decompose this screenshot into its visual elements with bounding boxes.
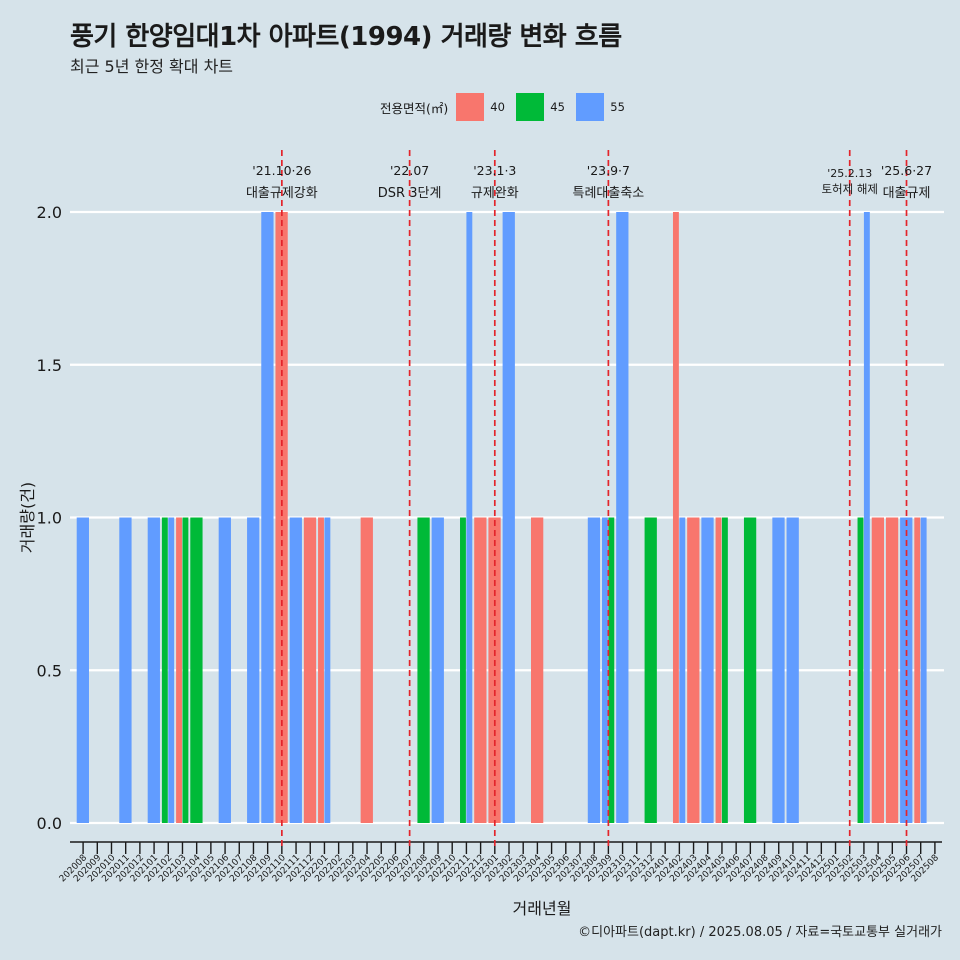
bar-202505-40 xyxy=(885,517,899,823)
bar-202409-55 xyxy=(772,517,785,823)
y-tick-label: 2.0 xyxy=(37,203,62,222)
bar-202102-45 xyxy=(161,517,168,823)
chart-subtitle: 최근 5년 한정 확대 차트 xyxy=(70,57,234,76)
x-axis-title: 거래년월 xyxy=(513,899,572,918)
bar-202011-55 xyxy=(119,517,132,823)
bar-202102-55 xyxy=(168,517,175,823)
bar-202208-45 xyxy=(417,517,430,823)
bar-202103-40 xyxy=(176,517,182,823)
event-date-label: '21.10·26 xyxy=(252,163,311,178)
event-name-label: DSR 3단계 xyxy=(378,186,442,201)
event-annotations: '21.10·26 대출규제강화 '22.07 DSR 3단계 '23.1·3 규제완화 '… xyxy=(246,150,932,848)
event-name-label: 대출규제 xyxy=(883,186,931,201)
y-tick-label: 0.0 xyxy=(37,814,62,833)
bar-202106-55 xyxy=(218,517,231,823)
chart-title: 풍기 한양임대1차 아파트(1994) 거래량 변화 흐름 xyxy=(70,22,622,52)
bar-202507-55 xyxy=(920,517,927,823)
bar-202403-40 xyxy=(687,517,700,823)
legend-swatch-40 xyxy=(456,93,485,121)
bar-202111-55 xyxy=(289,517,302,823)
y-tick-label: 1.0 xyxy=(37,509,62,528)
event-name-label: 규제완화 xyxy=(471,186,519,201)
event-date-label: '23.9·7 xyxy=(587,163,630,178)
legend-swatch-55 xyxy=(576,93,605,121)
bar-202103-45 xyxy=(182,517,189,823)
y-axis-title: 거래량(건) xyxy=(18,482,37,553)
source-caption: ©디아파트(dapt.kr) / 2025.08.05 / 자료=국토교통부 실… xyxy=(578,925,942,940)
bar-202402-55 xyxy=(679,517,686,823)
bar-202108-55 xyxy=(247,517,260,823)
event-name-label: 대출규제강화 xyxy=(246,186,318,201)
bar-202404-55 xyxy=(701,517,714,823)
bar-202204-40 xyxy=(360,517,373,823)
bars xyxy=(76,212,927,823)
bar-202310-55 xyxy=(616,212,629,823)
legend-item-45: 45 xyxy=(516,93,566,121)
event-date-label: '25.2.13 xyxy=(827,167,872,180)
bar-202112-40 xyxy=(303,517,317,823)
bar-202503-55 xyxy=(863,212,870,823)
legend-label-40: 40 xyxy=(490,100,505,114)
legend-item-55: 55 xyxy=(576,93,626,121)
bar-202008-55 xyxy=(76,517,89,823)
bar-202109-55 xyxy=(261,212,274,823)
y-tick-label: 0.5 xyxy=(37,661,62,680)
bar-202302-55 xyxy=(502,212,515,823)
legend-label-45: 45 xyxy=(550,100,565,114)
bar-202309-45 xyxy=(608,517,615,823)
legend-title: 전용면적(㎡) xyxy=(380,100,449,116)
bar-202312-45 xyxy=(644,517,657,823)
bar-202410-55 xyxy=(786,517,799,823)
bar-202405-45 xyxy=(721,517,728,823)
bar-202503-45 xyxy=(857,517,864,823)
bar-202308-55 xyxy=(587,517,601,823)
bar-202201-40 xyxy=(318,517,324,823)
y-tick-label: 1.5 xyxy=(37,356,62,375)
bar-202211-55 xyxy=(466,212,473,823)
bar-202405-40 xyxy=(715,517,722,823)
bar-202309-55 xyxy=(601,517,608,823)
legend-swatch-45 xyxy=(516,93,545,121)
bar-202504-40 xyxy=(871,517,885,823)
bar-202304-40 xyxy=(531,517,544,823)
bar-202211-45 xyxy=(460,517,466,823)
legend-label-55: 55 xyxy=(610,100,625,114)
event-date-label: '23.1·3 xyxy=(473,163,516,178)
bar-202407-45 xyxy=(743,517,757,823)
bar-202201-55 xyxy=(324,517,331,823)
event-name-label: 특례대출축소 xyxy=(572,186,644,201)
bar-202110-40 xyxy=(275,212,288,823)
legend: 전용면적(㎡) 40 45 55 xyxy=(380,92,636,122)
event-date-label: '25.6·27 xyxy=(881,163,932,178)
bar-202507-40 xyxy=(914,517,921,823)
bar-202101-55 xyxy=(147,517,160,823)
event-name-label: 토허제 해제 xyxy=(821,182,878,196)
bar-202209-55 xyxy=(431,517,444,823)
x-ticks: 2020082020092020102020112020122021012021… xyxy=(58,842,941,884)
bar-202104-45 xyxy=(190,517,203,823)
bar-202212-40 xyxy=(474,517,487,823)
legend-item-40: 40 xyxy=(456,93,506,121)
event-date-label: '22.07 xyxy=(390,163,429,178)
bar-202402-40 xyxy=(672,212,679,823)
